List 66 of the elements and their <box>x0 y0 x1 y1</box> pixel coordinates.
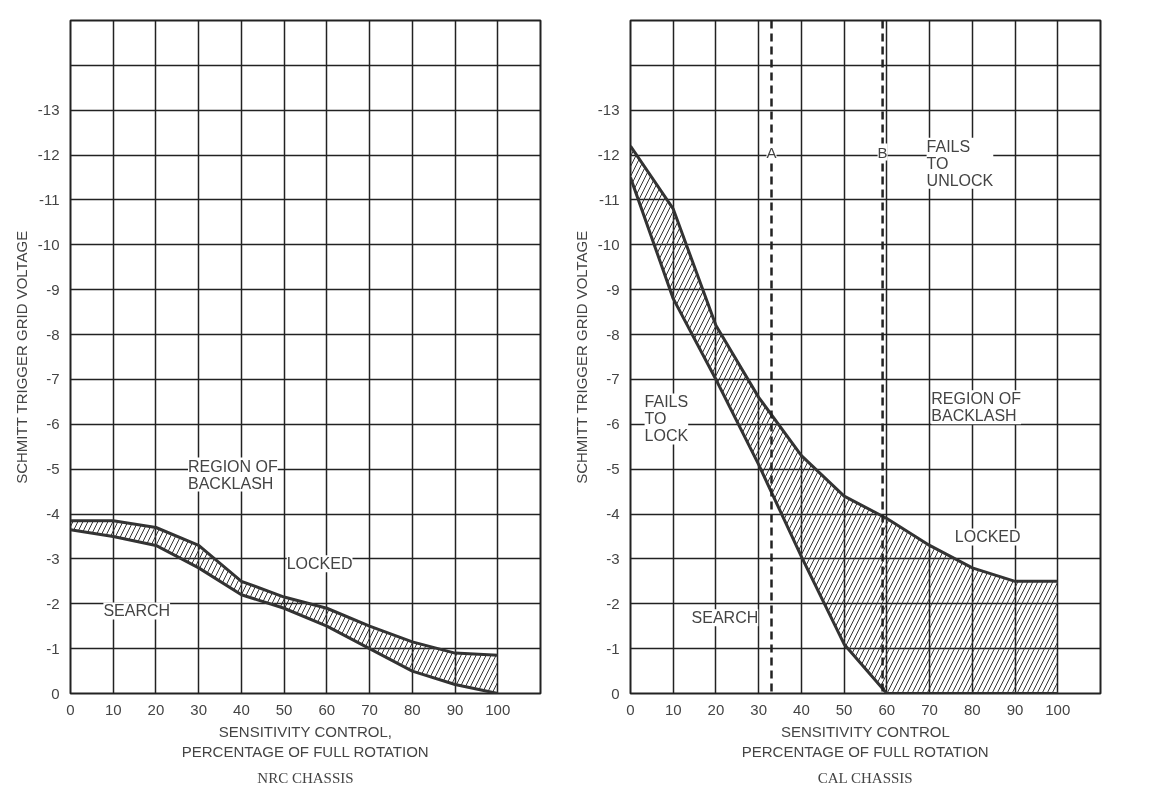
x-tick-label: 40 <box>793 700 810 718</box>
y-tick-label: -13 <box>37 101 60 119</box>
x-tick-label: 100 <box>1045 700 1071 718</box>
x-tick-label: 50 <box>275 700 293 718</box>
annotation: REGION OF BACKLASH <box>931 390 1022 425</box>
ref-line-label: A <box>766 143 777 161</box>
y-tick-label: -5 <box>46 460 60 478</box>
x-tick-label: 10 <box>664 700 682 718</box>
annotation: FAILS TO LOCK <box>644 393 689 445</box>
y-tick-label: -4 <box>606 505 620 523</box>
y-tick-label: -12 <box>37 146 60 164</box>
y-tick-label: -8 <box>606 325 620 343</box>
y-tick-label: 0 <box>611 684 620 702</box>
y-tick-label: -9 <box>46 280 60 298</box>
x-tick-label: 50 <box>835 700 853 718</box>
x-tick-label: 70 <box>361 700 378 718</box>
x-tick-label: 20 <box>707 700 725 718</box>
x-tick-label: 60 <box>878 700 896 718</box>
y-tick-label: -12 <box>597 146 620 164</box>
x-axis-title: SENSITIVITY CONTROL, PERCENTAGE OF FULL ROTATION <box>181 722 429 760</box>
x-tick-label: 30 <box>190 700 208 718</box>
y-tick-label: -3 <box>606 549 620 567</box>
y-tick-label: 0 <box>51 684 60 702</box>
text: NRC CHASSIS <box>257 769 354 786</box>
y-tick-label: -11 <box>38 190 60 208</box>
y-tick-label: -6 <box>606 415 620 433</box>
y-axis-title: SCHMITT TRIGGER GRID VOLTAGE <box>12 230 30 484</box>
annotation: FAILS TO UNLOCK <box>926 137 994 189</box>
x-tick-label: 10 <box>104 700 122 718</box>
y-tick-label: -5 <box>606 460 620 478</box>
annotation: SEARCH <box>103 602 171 620</box>
x-tick-label: 30 <box>750 700 768 718</box>
y-tick-label: -11 <box>598 190 620 208</box>
y-tick-label: -7 <box>606 370 620 388</box>
x-tick-label: 100 <box>485 700 511 718</box>
y-tick-label: -13 <box>597 101 620 119</box>
annotation: REGION OF BACKLASH <box>188 457 279 492</box>
y-tick-label: -7 <box>46 370 60 388</box>
x-tick-label: 60 <box>318 700 336 718</box>
annotation: SEARCH <box>691 609 759 627</box>
y-tick-label: -2 <box>46 594 60 612</box>
x-tick-label: 70 <box>921 700 938 718</box>
y-tick-label: -6 <box>46 415 60 433</box>
annotation: LOCKED <box>954 528 1021 546</box>
x-tick-label: 90 <box>446 700 464 718</box>
annotation: LOCKED <box>286 555 353 573</box>
x-tick-label: 90 <box>1006 700 1024 718</box>
text: CAL CHASSIS <box>817 769 913 786</box>
x-tick-label: 80 <box>403 700 421 718</box>
y-tick-label: -10 <box>597 235 620 253</box>
y-tick-label: -8 <box>46 325 60 343</box>
y-tick-label: -2 <box>606 594 620 612</box>
y-tick-label: -1 <box>606 639 620 657</box>
x-axis-title: SENSITIVITY CONTROL PERCENTAGE OF FULL ROTATION <box>741 722 989 760</box>
x-tick-label: 20 <box>147 700 165 718</box>
x-tick-label: 40 <box>233 700 250 718</box>
y-axis-title: SCHMITT TRIGGER GRID VOLTAGE <box>572 230 590 484</box>
y-tick-label: -9 <box>606 280 620 298</box>
x-tick-label: 80 <box>963 700 981 718</box>
x-tick-label: 0 <box>626 700 635 718</box>
y-tick-label: -10 <box>37 235 60 253</box>
ref-line-label: B <box>877 143 888 161</box>
y-tick-label: -3 <box>46 549 60 567</box>
y-tick-label: -4 <box>46 505 60 523</box>
y-tick-label: -1 <box>46 639 60 657</box>
x-tick-label: 0 <box>66 700 75 718</box>
